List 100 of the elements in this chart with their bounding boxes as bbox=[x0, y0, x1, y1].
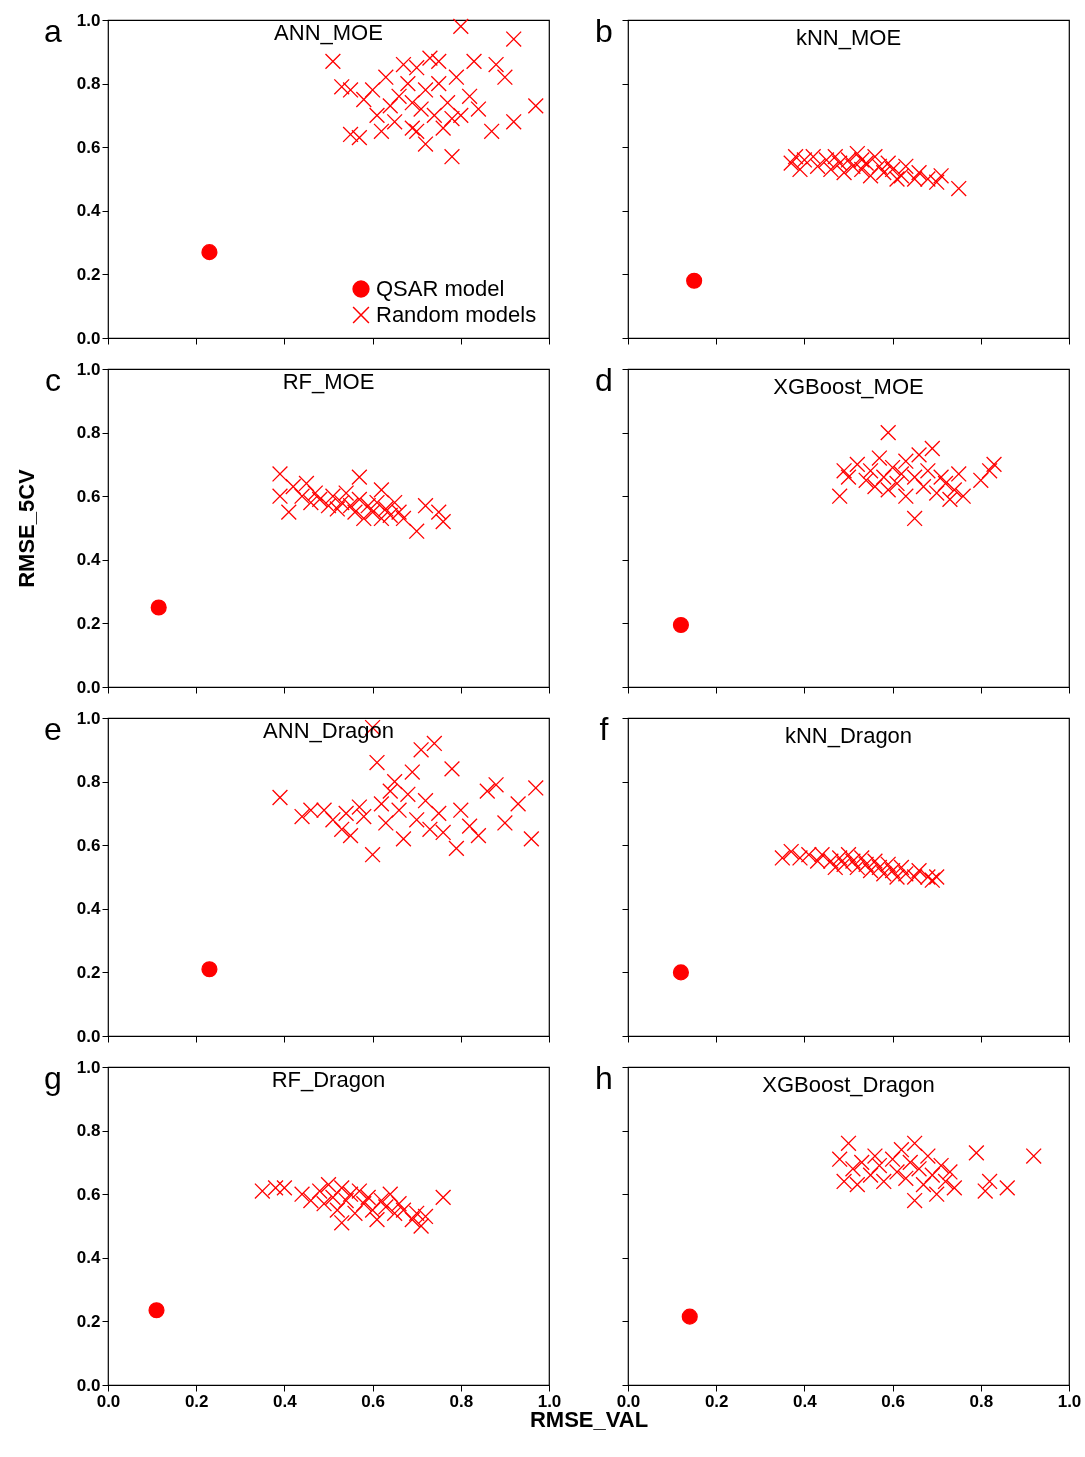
point bbox=[395, 830, 412, 847]
point bbox=[417, 497, 434, 514]
point bbox=[844, 158, 861, 175]
point bbox=[413, 1217, 430, 1235]
point bbox=[858, 472, 875, 489]
point bbox=[333, 821, 350, 838]
point bbox=[333, 78, 350, 95]
point bbox=[408, 59, 425, 76]
point bbox=[390, 504, 408, 521]
point bbox=[946, 1179, 963, 1196]
point bbox=[972, 472, 989, 489]
point bbox=[324, 1189, 341, 1206]
point bbox=[148, 1302, 165, 1319]
point bbox=[910, 862, 928, 879]
point bbox=[470, 827, 487, 844]
point bbox=[840, 469, 857, 486]
point bbox=[382, 783, 399, 800]
point bbox=[853, 161, 870, 178]
point bbox=[426, 735, 443, 752]
point bbox=[338, 1192, 355, 1209]
point bbox=[906, 510, 923, 527]
point bbox=[320, 497, 337, 514]
point bbox=[836, 1173, 853, 1190]
y-tick-label: 1.0 bbox=[76, 708, 101, 728]
text: a bbox=[44, 13, 63, 49]
point bbox=[448, 69, 465, 86]
point bbox=[919, 1147, 936, 1165]
point bbox=[408, 523, 425, 540]
point bbox=[871, 1157, 888, 1174]
point bbox=[408, 123, 425, 140]
point bbox=[783, 843, 800, 860]
point bbox=[443, 760, 461, 777]
point bbox=[809, 158, 826, 175]
point bbox=[382, 1186, 399, 1203]
point bbox=[844, 853, 861, 870]
point bbox=[338, 484, 355, 502]
y-tick-label: 0.2 bbox=[76, 962, 101, 982]
point bbox=[1025, 1147, 1042, 1165]
point bbox=[430, 53, 447, 70]
point bbox=[386, 113, 403, 130]
point bbox=[461, 818, 478, 835]
point bbox=[928, 868, 945, 886]
x-tick-label: 0.4 bbox=[273, 1391, 298, 1411]
x-tick-label: 0.4 bbox=[793, 1391, 818, 1411]
point bbox=[884, 161, 901, 178]
point bbox=[831, 155, 848, 172]
point bbox=[377, 1198, 394, 1215]
point bbox=[435, 120, 452, 137]
point bbox=[324, 488, 341, 505]
point bbox=[382, 97, 399, 114]
y-tick-label: 1.0 bbox=[76, 359, 101, 379]
point bbox=[355, 1195, 372, 1212]
point bbox=[421, 821, 438, 838]
text: g bbox=[44, 1060, 62, 1096]
text: f bbox=[599, 711, 609, 747]
point bbox=[893, 1141, 910, 1158]
text: d bbox=[595, 362, 613, 398]
point bbox=[875, 164, 892, 181]
point bbox=[324, 811, 341, 828]
y-tick-label: 0.4 bbox=[76, 899, 102, 919]
point bbox=[866, 1147, 884, 1165]
point bbox=[293, 808, 311, 825]
point bbox=[897, 1170, 914, 1187]
point bbox=[862, 1167, 879, 1184]
point bbox=[822, 161, 839, 178]
point bbox=[893, 465, 910, 483]
point bbox=[884, 862, 901, 879]
point bbox=[523, 830, 540, 847]
point bbox=[267, 1179, 284, 1196]
y-tick-label: 0.6 bbox=[76, 486, 101, 506]
point bbox=[862, 462, 879, 479]
point bbox=[302, 1192, 319, 1209]
y-tick-label: 1.0 bbox=[76, 10, 101, 30]
chart-title: ANN_MOE bbox=[274, 20, 383, 45]
point bbox=[271, 789, 289, 806]
point bbox=[408, 1205, 425, 1222]
point bbox=[919, 462, 936, 479]
legend-label: QSAR model bbox=[376, 276, 505, 301]
point bbox=[390, 802, 408, 819]
point bbox=[320, 1176, 337, 1193]
point bbox=[836, 462, 853, 479]
chart-title: RF_Dragon bbox=[271, 1067, 386, 1092]
point bbox=[271, 465, 289, 483]
point bbox=[496, 69, 513, 86]
point bbox=[435, 513, 452, 530]
chart-title: XGBoost_MOE bbox=[773, 374, 924, 399]
point bbox=[364, 1202, 381, 1219]
point bbox=[937, 1173, 954, 1190]
point bbox=[941, 491, 958, 508]
chart-title: kNN_Dragon bbox=[784, 723, 913, 748]
point bbox=[831, 1151, 848, 1168]
point bbox=[924, 1167, 941, 1184]
point bbox=[413, 741, 430, 758]
point bbox=[351, 1182, 368, 1200]
y-tick-label: 0.0 bbox=[76, 677, 101, 697]
point bbox=[355, 808, 372, 825]
point bbox=[933, 167, 950, 184]
point bbox=[946, 481, 963, 498]
point bbox=[875, 1173, 892, 1190]
point bbox=[672, 964, 689, 981]
